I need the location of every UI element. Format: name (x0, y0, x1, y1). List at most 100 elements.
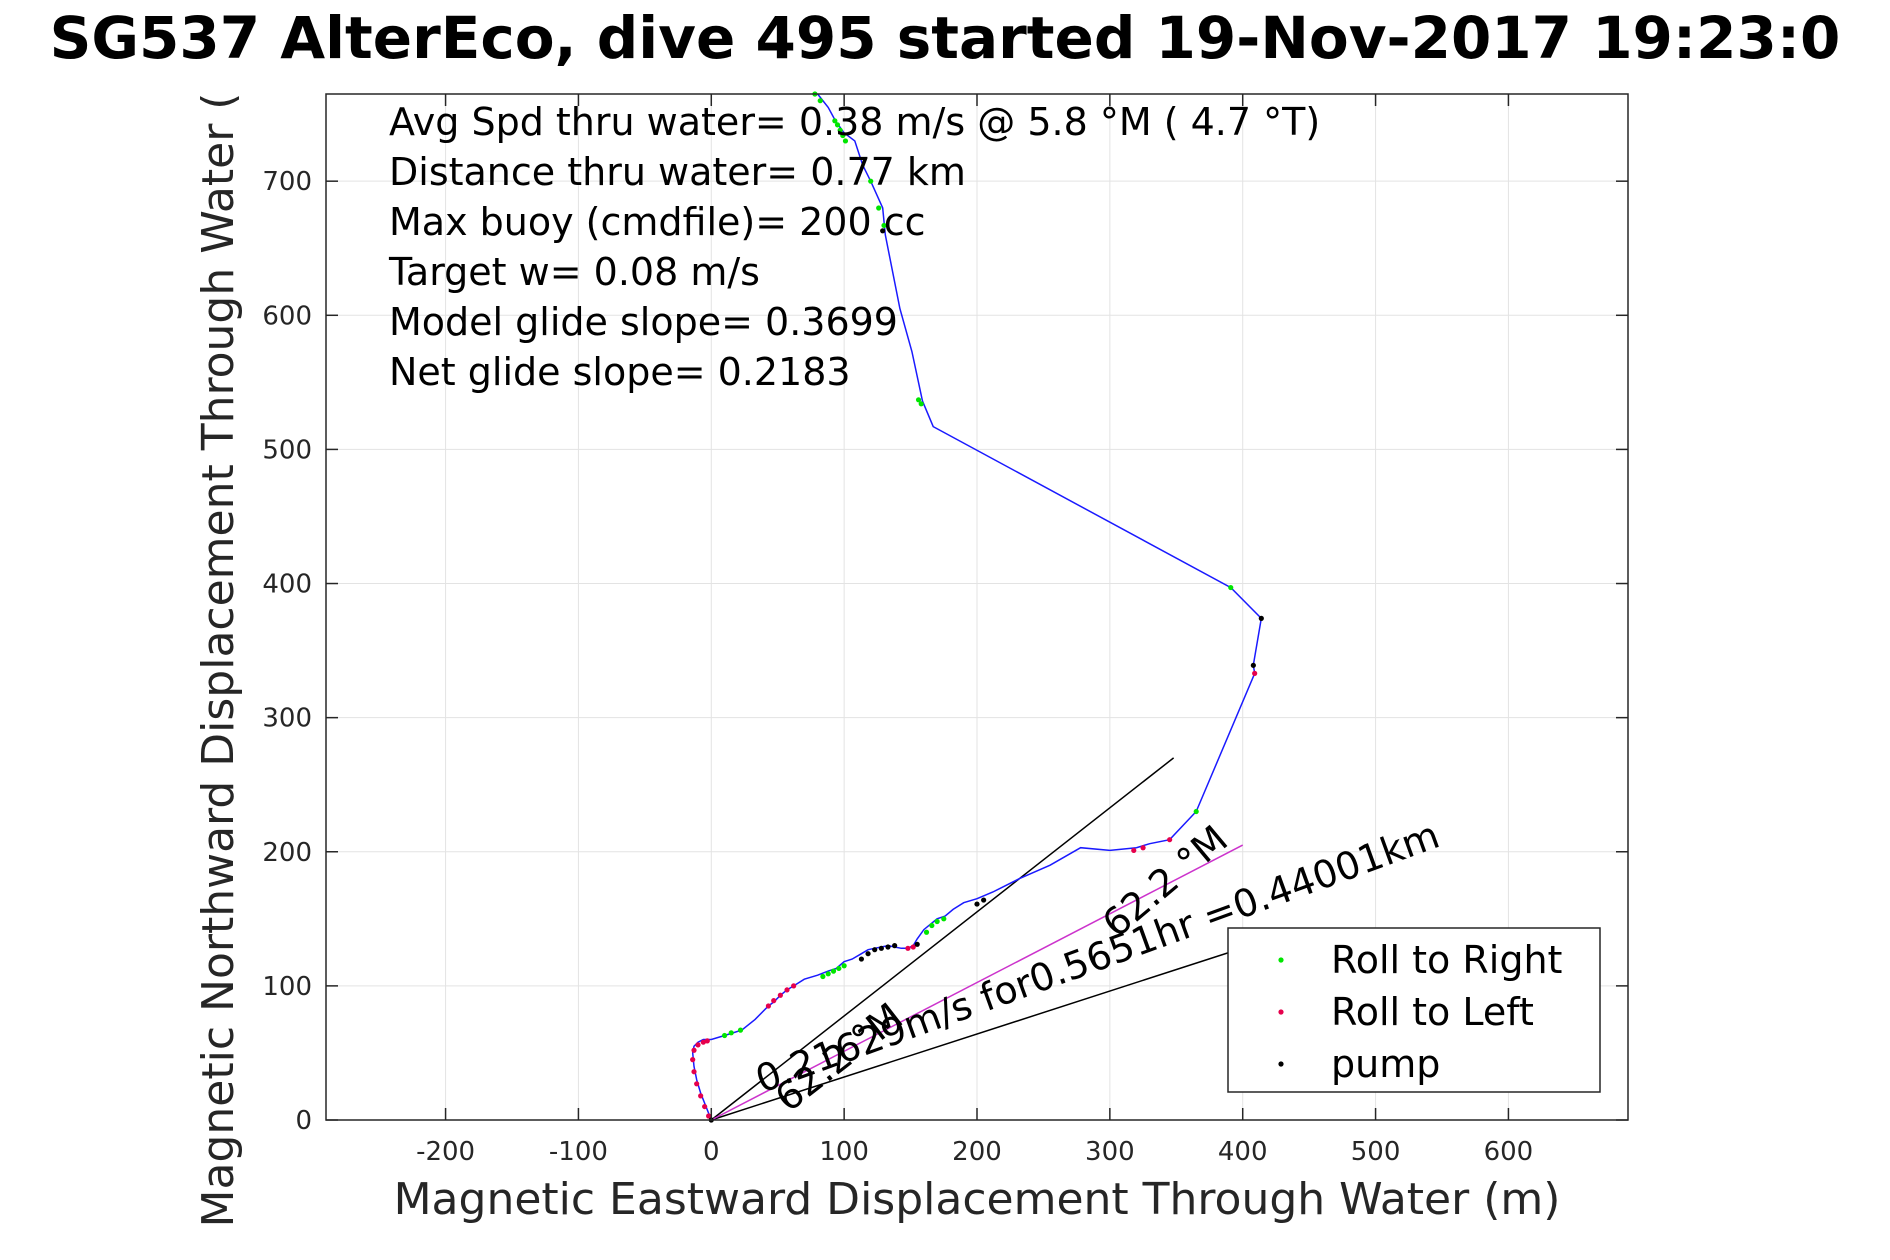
legend: Roll to Right Roll to Left pump (1227, 927, 1601, 1093)
reference-lines (710, 757, 1244, 1121)
legend-label: pump (1331, 1042, 1440, 1086)
data-point (841, 963, 847, 969)
x-tick-label: 0 (703, 1137, 720, 1167)
y-tick-label: 200 (262, 838, 312, 868)
info-line: Net glide slope= 0.2183 (389, 350, 851, 394)
data-point (837, 127, 843, 133)
data-point (691, 1069, 697, 1075)
x-tick-label: 400 (1218, 1137, 1268, 1167)
data-point (791, 983, 797, 989)
data-point (777, 992, 783, 998)
y-tick-label: 100 (262, 972, 312, 1002)
data-point (1228, 584, 1234, 591)
data-point (728, 1030, 734, 1036)
data-point (721, 1032, 728, 1039)
data-point (1258, 615, 1264, 622)
data-point (1250, 662, 1256, 668)
data-point (1193, 808, 1199, 815)
data-point (858, 956, 865, 962)
data-point (700, 1039, 706, 1045)
data-point (881, 222, 887, 229)
data-point (765, 1003, 772, 1009)
y-axis-label: Magnetic Northward Displacement Through … (193, 93, 244, 1228)
data-point (691, 1047, 697, 1053)
plot-area: -200 -100 0 100 200 300 400 500 600 0 100 200 300 400… (262, 91, 1629, 1167)
data-point (934, 918, 940, 925)
legend-marker (1278, 1061, 1284, 1067)
data-point (865, 951, 871, 957)
data-point (830, 968, 837, 974)
data-point (905, 945, 911, 951)
data-point (832, 118, 838, 124)
x-tick-label: 100 (819, 1137, 869, 1167)
data-point (868, 178, 874, 184)
data-point (914, 941, 920, 947)
x-tick-label: 500 (1351, 1137, 1401, 1167)
data-point (702, 1103, 708, 1110)
info-line: Max buoy (cmdfile)= 200 cc (389, 200, 926, 244)
axis-ticks: -200 -100 0 100 200 300 400 500 600 0 100 200 300 400… (262, 94, 1628, 1167)
data-point (695, 1042, 701, 1048)
data-point (690, 1057, 696, 1063)
legend-marker (1278, 1009, 1284, 1015)
x-tick-label: 300 (1085, 1137, 1135, 1167)
x-tick-label: -200 (416, 1137, 475, 1167)
data-point (910, 944, 916, 950)
data-point (981, 897, 987, 903)
data-point (929, 922, 935, 929)
y-tick-label: 700 (262, 167, 312, 197)
data-point (885, 944, 891, 950)
info-line: Target w= 0.08 m/s (388, 250, 760, 294)
series-roll-to-left (690, 670, 1258, 1119)
y-tick-label: 600 (262, 301, 312, 331)
x-tick-label: 600 (1484, 1137, 1534, 1167)
reference-line (710, 757, 1175, 1121)
data-point (836, 965, 842, 972)
data-point (820, 973, 826, 980)
info-text-block: Avg Spd thru water= 0.38 m/s @ 5.8 °M ( … (388, 100, 1320, 394)
x-tick-label: 200 (952, 1137, 1002, 1167)
data-point (842, 138, 849, 144)
data-point (771, 998, 777, 1004)
y-tick-label: 400 (262, 570, 312, 600)
x-tick-label: -100 (549, 1137, 608, 1167)
data-point (1140, 845, 1146, 851)
data-point (918, 401, 924, 407)
legend-label: Roll to Left (1331, 990, 1534, 1034)
data-point (694, 1081, 700, 1087)
data-point (915, 397, 922, 403)
data-point (834, 122, 841, 128)
legend-label: Roll to Right (1331, 938, 1562, 982)
legend-box (1227, 927, 1601, 1093)
data-point (784, 987, 790, 993)
data-point (878, 945, 884, 951)
data-point (872, 947, 878, 953)
data-point (840, 132, 846, 139)
data-point (892, 943, 898, 949)
series-pump (708, 228, 1264, 1123)
x-axis-label: Magnetic Eastward Displacement Through W… (394, 1174, 1561, 1225)
info-line: Distance thru water= 0.77 km (389, 150, 966, 194)
data-point (1131, 847, 1137, 854)
reference-line (711, 951, 1230, 1121)
data-point (825, 971, 831, 977)
data-point (941, 916, 947, 922)
data-point (923, 929, 930, 935)
data-point (876, 205, 882, 211)
data-point (1252, 670, 1258, 676)
reference-line (710, 844, 1244, 1121)
data-point (1167, 837, 1173, 843)
info-line: Avg Spd thru water= 0.38 m/s @ 5.8 °M ( … (389, 100, 1320, 144)
data-point (817, 98, 823, 104)
y-tick-label: 0 (295, 1106, 312, 1136)
y-tick-label: 300 (262, 704, 312, 734)
data-point (698, 1093, 704, 1099)
legend-marker (1278, 957, 1284, 963)
info-line: Model glide slope= 0.3699 (389, 300, 898, 344)
data-point (974, 901, 980, 907)
data-point (737, 1027, 744, 1033)
chart-title: SG537 AlterEco, dive 495 started 19-Nov-… (50, 4, 1841, 72)
data-point (704, 1038, 710, 1044)
series-layer (690, 91, 1264, 1123)
